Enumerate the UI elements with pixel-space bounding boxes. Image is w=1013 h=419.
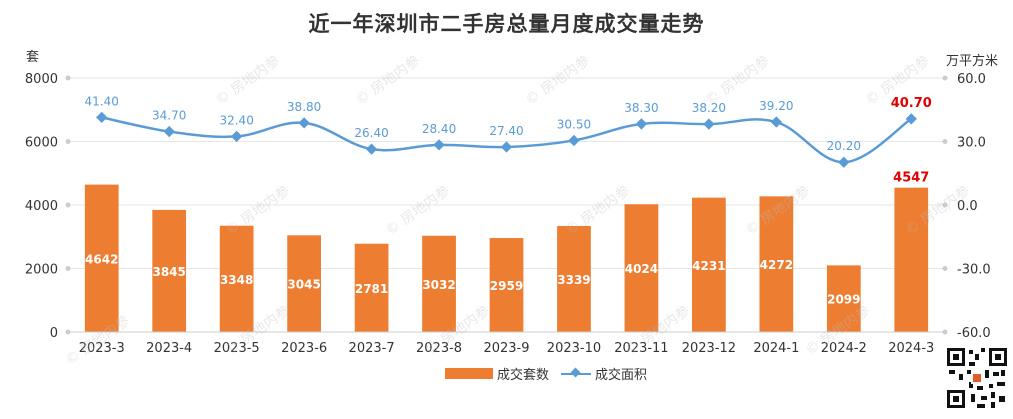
x-tick-label: 2024-3 [888, 341, 934, 356]
left-tick-marker [65, 75, 71, 81]
bar-2024-2 [826, 265, 861, 332]
bar-data-label: 2959 [490, 279, 523, 293]
line-point [635, 118, 648, 130]
bar-data-label: 4642 [85, 252, 118, 266]
y-right-tick-label: -60.0 [957, 326, 991, 341]
bar-data-label: 4231 [692, 259, 725, 273]
bar-2023-4 [152, 209, 187, 332]
bar-2023-11 [624, 204, 659, 332]
x-tick-label: 2023-8 [416, 341, 462, 356]
bar-data-label: 3339 [557, 273, 590, 287]
x-tick-label: 2023-10 [547, 341, 601, 356]
left-axis-unit: 套 [26, 50, 40, 65]
line-data-label: 26.40 [354, 126, 388, 140]
line-data-label: 40.70 [891, 96, 932, 111]
right-tick-marker [942, 202, 948, 208]
bar-data-label: 3348 [220, 273, 253, 287]
x-tick-label: 2024-1 [753, 341, 799, 356]
line-data-label: 38.80 [287, 100, 321, 114]
line-point [365, 143, 378, 155]
line-point [433, 139, 445, 151]
y-left-tick-label: 8000 [25, 72, 58, 87]
bar-2023-10 [557, 225, 591, 332]
line-point [230, 130, 243, 143]
legend-item-line: 成交面积 [561, 364, 647, 383]
y-left-tick-label: 4000 [25, 199, 58, 214]
line-point [568, 134, 580, 147]
bar-2023-3 [84, 184, 119, 332]
bar-2023-6 [287, 235, 321, 332]
line-data-label: 30.50 [557, 117, 591, 131]
bar-data-label: 4272 [760, 258, 793, 272]
x-tick-label: 2023-9 [483, 341, 529, 356]
bar-2024-1 [759, 196, 794, 332]
x-tick-label: 2023-5 [214, 341, 260, 356]
bar-2023-7 [354, 243, 389, 332]
bar-data-label: 4547 [893, 171, 929, 186]
y-left-tick-label: 2000 [25, 263, 58, 278]
bar-data-label: 3045 [287, 278, 320, 292]
legend: 成交套数 成交面积 [445, 364, 653, 383]
line-point [298, 117, 310, 129]
line-point [96, 111, 108, 124]
line-point [500, 141, 513, 153]
line-data-label: 32.40 [219, 113, 253, 127]
y-left-tick-label: 6000 [25, 136, 58, 151]
x-tick-label: 2023-4 [146, 341, 192, 356]
left-tick-marker [65, 266, 71, 271]
line-data-label: 27.40 [489, 124, 523, 138]
line-point [163, 125, 175, 138]
y-right-tick-label: 0.0 [957, 199, 978, 214]
x-tick-label: 2023-3 [79, 341, 125, 356]
legend-line-label: 成交面积 [595, 368, 648, 383]
x-tick-label: 2024-2 [821, 341, 867, 356]
x-tick-label: 2023-7 [349, 341, 395, 356]
legend-line-swatch [561, 372, 592, 375]
left-tick-marker [65, 202, 71, 208]
line-data-label: 28.40 [422, 122, 456, 136]
legend-bar-swatch [445, 368, 493, 379]
line-data-label: 41.40 [85, 94, 119, 108]
x-tick-label: 2023-12 [682, 341, 736, 356]
bar-data-label: 3845 [152, 265, 185, 279]
bar-2023-5 [219, 225, 254, 332]
x-tick-label: 2023-6 [281, 341, 327, 356]
right-tick-marker [942, 266, 948, 271]
y-right-tick-label: 30.0 [957, 136, 986, 151]
right-tick-marker [942, 75, 948, 81]
legend-bar-label: 成交套数 [497, 368, 550, 383]
bar-data-label: 2781 [355, 282, 388, 296]
bar-data-label: 3032 [422, 278, 455, 292]
line-point [838, 156, 850, 168]
line-data-label: 38.20 [692, 101, 726, 115]
y-left-tick-label: 0 [50, 326, 58, 341]
right-axis-unit: 万平方米 [946, 54, 999, 69]
y-right-tick-label: 60.0 [957, 72, 986, 87]
bar-2024-3 [894, 187, 929, 332]
x-tick-label: 2023-11 [614, 341, 668, 356]
bar-2023-8 [422, 235, 456, 332]
right-tick-marker [942, 139, 948, 144]
line-point [770, 116, 783, 128]
chart-title: 近一年深圳市二手房总量月度成交量走势 [308, 12, 705, 36]
line-data-label: 34.70 [152, 109, 186, 123]
bar-2023-9 [489, 238, 524, 332]
line-point [703, 118, 715, 130]
left-tick-marker [65, 139, 71, 144]
legend-item-bar: 成交套数 [445, 364, 549, 383]
line-data-label: 38.30 [624, 101, 658, 115]
bar-2023-12 [692, 197, 726, 332]
bar-data-label: 2099 [827, 293, 860, 307]
bar-data-label: 4024 [625, 262, 658, 276]
line-data-label: 20.20 [827, 139, 861, 153]
line-data-label: 39.20 [759, 99, 793, 113]
qr-code [945, 346, 1009, 410]
y-right-tick-label: -30.0 [957, 263, 991, 278]
